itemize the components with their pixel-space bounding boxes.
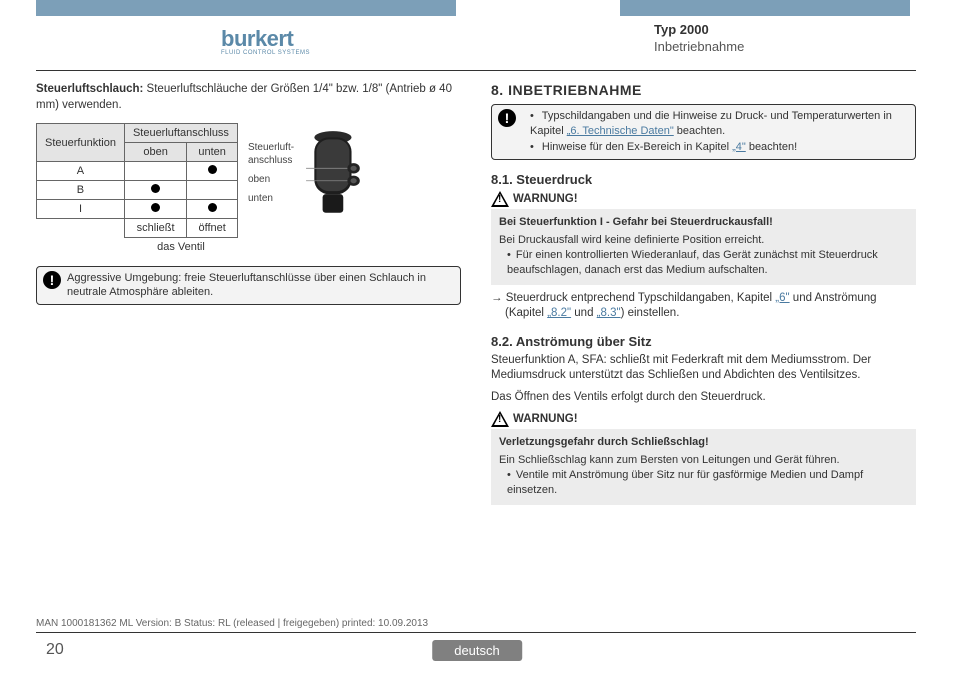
list-item: Für einen kontrollierten Wiederanlauf, d… xyxy=(507,248,908,279)
warning-triangle-icon: ! xyxy=(491,191,509,207)
warn82-title: Verletzungsgefahr durch Schließschlag! xyxy=(499,435,908,450)
logo-wordmark: burkert xyxy=(221,26,310,52)
link-chap82[interactable]: „8.2" xyxy=(547,307,571,319)
foot-oeffnet: öffnet xyxy=(187,219,238,238)
page-number: 20 xyxy=(46,641,64,659)
cell-fn: I xyxy=(37,200,125,219)
accent-bar-left xyxy=(36,0,456,16)
valve-device-icon xyxy=(304,127,366,220)
section-8-notice: ! Typschildangaben und die Hinweise zu D… xyxy=(491,104,916,160)
cell-fn: B xyxy=(37,181,125,200)
table-device-wrap: Steuerfunktion Steuerluftanschluss oben … xyxy=(36,119,461,256)
warning-row-8-2: ! WARNUNG! xyxy=(491,411,916,427)
exclamation-icon: ! xyxy=(43,271,61,300)
warn82-line: Ein Schließschlag kann zum Bersten von L… xyxy=(499,454,840,466)
lead-bold: Steuerluftschlauch: xyxy=(36,83,143,95)
list-item: Ventile mit Anströmung über Sitz nur für… xyxy=(507,468,908,499)
th-oben: oben xyxy=(124,143,186,162)
table-row: B xyxy=(37,181,238,200)
right-column: 8. INBETRIEBNAHME ! Typschildangaben und… xyxy=(491,82,916,511)
lbl-steuerluft1: Steuerluft- xyxy=(248,141,294,154)
link-chap6[interactable]: „6. Technische Daten" xyxy=(567,125,674,137)
lbl-unten: unten xyxy=(248,192,294,205)
footer-rule xyxy=(36,632,916,633)
cell-oben xyxy=(124,162,186,181)
link-chap83[interactable]: „8.3" xyxy=(597,307,621,319)
warning-label: WARNUNG! xyxy=(513,413,578,425)
cell-unten xyxy=(187,181,238,200)
dot-icon xyxy=(151,203,160,212)
brand-logo: burkert FLUID CONTROL SYSTEMS xyxy=(221,26,310,56)
warn81-line: Bei Druckausfall wird keine definierte P… xyxy=(499,234,764,246)
list-item: Typschildangaben und die Hinweise zu Dru… xyxy=(530,109,909,140)
notice-body: Typschildangaben und die Hinweise zu Dru… xyxy=(522,109,909,155)
control-table: Steuerfunktion Steuerluftanschluss oben … xyxy=(36,123,238,256)
p-82-1: Steuerfunktion A, SFA: schließt mit Fede… xyxy=(491,353,916,384)
dot-icon xyxy=(151,184,160,193)
link-chap4[interactable]: „4" xyxy=(732,141,746,153)
content-columns: Steuerluftschlauch: Steuerluftschläuche … xyxy=(36,82,916,511)
left-column: Steuerluftschlauch: Steuerluftschläuche … xyxy=(36,82,461,511)
table-row: I xyxy=(37,200,238,219)
table-foot-row: schließt öffnet xyxy=(37,219,238,238)
dot-icon xyxy=(208,203,217,212)
th-steuerfunktion: Steuerfunktion xyxy=(37,124,125,162)
type-label: Typ 2000 xyxy=(654,22,744,37)
footer-meta: MAN 1000181362 ML Version: B Status: RL … xyxy=(36,618,428,629)
cell-unten xyxy=(187,200,238,219)
th-anschluss: Steuerluftanschluss xyxy=(124,124,237,143)
foot-caption: das Ventil xyxy=(124,238,237,257)
accent-bar-right xyxy=(620,0,910,16)
warning-box-8-2: Verletzungsgefahr durch Schließschlag! E… xyxy=(491,429,916,505)
aggressive-env-notice: ! Aggressive Umgebung: freie Steuerlufta… xyxy=(36,266,461,305)
section-label: Inbetriebnahme xyxy=(654,39,744,54)
foot-schliesst: schließt xyxy=(124,219,186,238)
device-labels: Steuerluft- anschluss oben unten xyxy=(248,141,294,205)
cell-oben xyxy=(124,200,186,219)
p-82-2: Das Öffnen des Ventils erfolgt durch den… xyxy=(491,390,916,406)
link-chap6b[interactable]: „6" xyxy=(775,292,789,304)
lbl-steuerluft2: anschluss xyxy=(248,154,294,167)
exclamation-icon: ! xyxy=(498,109,516,155)
table-caption-row: das Ventil xyxy=(37,238,238,257)
section-8-header-row: 8. INBETRIEBNAHME xyxy=(491,82,916,104)
notice-list: Typschildangaben und die Hinweise zu Dru… xyxy=(522,109,909,155)
page-header: burkert FLUID CONTROL SYSTEMS Typ 2000 I… xyxy=(36,22,916,68)
header-rule xyxy=(36,70,916,71)
table-row: A xyxy=(37,162,238,181)
list-item: Hinweise für den Ex-Bereich in Kapitel „… xyxy=(530,140,909,155)
dot-icon xyxy=(208,165,217,174)
warning-row-8-1: ! WARNUNG! xyxy=(491,191,916,207)
warning-box-8-1: Bei Steuerfunktion I - Gefahr bei Steuer… xyxy=(491,209,916,285)
lead-paragraph: Steuerluftschlauch: Steuerluftschläuche … xyxy=(36,82,461,113)
logo-tagline: FLUID CONTROL SYSTEMS xyxy=(221,50,310,56)
warn81-list: Für einen kontrollierten Wiederanlauf, d… xyxy=(499,248,908,279)
subheading-8-1: 8.1. Steuerdruck xyxy=(491,172,916,187)
arrow-instruction: Steuerdruck entprechend Typschildangaben… xyxy=(491,291,916,322)
warn82-list: Ventile mit Anströmung über Sitz nur für… xyxy=(499,468,908,499)
warning-label: WARNUNG! xyxy=(513,193,578,205)
warn81-title: Bei Steuerfunktion I - Gefahr bei Steuer… xyxy=(499,215,908,230)
cell-oben xyxy=(124,181,186,200)
lbl-oben: oben xyxy=(248,173,294,186)
notice-text: Aggressive Umgebung: freie Steuerluftans… xyxy=(67,271,454,300)
section-8-heading: 8. INBETRIEBNAHME xyxy=(491,82,642,98)
language-pill: deutsch xyxy=(432,640,522,661)
warning-triangle-icon: ! xyxy=(491,411,509,427)
cell-fn: A xyxy=(37,162,125,181)
subheading-8-2: 8.2. Anströmung über Sitz xyxy=(491,334,916,349)
top-accent-bars xyxy=(0,0,954,22)
cell-unten xyxy=(187,162,238,181)
th-unten: unten xyxy=(187,143,238,162)
header-right: Typ 2000 Inbetriebnahme xyxy=(654,22,744,54)
